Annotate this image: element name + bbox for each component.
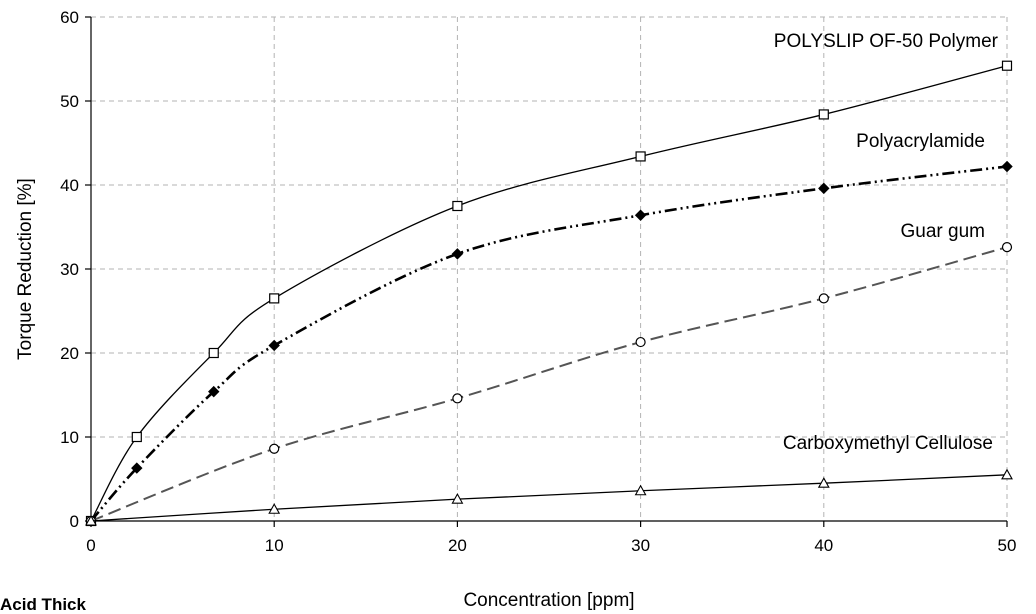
series-polyslip-of-50-polymer	[85, 60, 1013, 527]
y-tick-label: 0	[70, 512, 79, 531]
series-polyacrylamide	[85, 160, 1013, 527]
data-point-polyslip-of-50-polymer	[635, 151, 646, 162]
x-tick-label: 0	[86, 536, 95, 555]
data-point-polyacrylamide	[634, 209, 647, 221]
y-tick-label: 40	[60, 176, 79, 195]
data-point-polyacrylamide	[818, 182, 830, 195]
y-tick-label: 30	[60, 260, 79, 279]
data-point-carboxymethyl-cellulose	[817, 477, 830, 488]
y-tick-label: 50	[60, 92, 79, 111]
data-point-polyacrylamide	[268, 339, 280, 352]
series-line-carboxymethyl-cellulose	[90, 474, 1008, 522]
axes: 0 10 20 30 40 50 60 0 10 20 30 40 50 Concentration [p…	[15, 8, 1016, 611]
x-axis-title: Concentration [ppm]	[463, 590, 634, 611]
x-tick-label: 40	[814, 536, 833, 555]
series-labels: POLYSLIP OF-50 Polymer Polyacrylamide Guar…	[774, 31, 999, 454]
data-point-polyacrylamide	[1001, 160, 1013, 173]
series-carboxymethyl-cellulose	[85, 468, 1013, 526]
data-point-polyslip-of-50-polymer	[1001, 60, 1013, 71]
series-label-guar-gum: Guar gum	[901, 221, 985, 242]
data-point-polyslip-of-50-polymer	[452, 200, 463, 212]
series-guar-gum	[85, 242, 1013, 527]
data-point-guar-gum	[1001, 242, 1013, 253]
data-point-carboxymethyl-cellulose	[85, 514, 97, 526]
data-point-guar-gum	[269, 443, 280, 454]
data-point-polyslip-of-50-polymer	[131, 431, 142, 443]
data-point-guar-gum	[818, 293, 829, 304]
y-axis-title: Torque Reduction [%]	[15, 178, 36, 360]
series-line-polyacrylamide	[90, 165, 1008, 522]
data-point-carboxymethyl-cellulose	[634, 484, 647, 496]
y-tick-label: 60	[60, 8, 79, 27]
x-tick-label: 50	[998, 536, 1017, 555]
data-point-polyslip-of-50-polymer	[269, 293, 280, 304]
data-point-polyslip-of-50-polymer	[818, 109, 829, 120]
data-point-carboxymethyl-cellulose	[451, 493, 464, 504]
data-point-polyslip-of-50-polymer	[208, 347, 219, 359]
series-label-polyacrylamide: Polyacrylamide	[856, 131, 985, 152]
data-point-guar-gum	[635, 336, 646, 348]
data-point-guar-gum	[452, 393, 463, 404]
series-label-carboxymethyl-cellulose: Carboxymethyl Cellulose	[783, 433, 993, 454]
x-tick-label: 30	[631, 536, 650, 555]
x-tick-label: 20	[448, 536, 467, 555]
series-line-guar-gum	[90, 246, 1008, 522]
series-label-polyslip-of-50-polymer: POLYSLIP OF-50 Polymer	[774, 31, 999, 52]
y-tick-label: 10	[60, 428, 79, 447]
y-tick-label: 20	[60, 344, 79, 363]
data-point-polyacrylamide	[451, 248, 464, 260]
x-tick-label: 10	[265, 536, 284, 555]
data-point-carboxymethyl-cellulose	[1001, 468, 1013, 480]
data-point-polyacrylamide	[208, 385, 220, 398]
data-point-carboxymethyl-cellulose	[268, 503, 281, 514]
grid-lines	[91, 16, 1008, 521]
series-layer	[85, 60, 1013, 527]
footer-caption: Acid Thick	[0, 595, 86, 614]
data-point-polyacrylamide	[131, 462, 143, 474]
